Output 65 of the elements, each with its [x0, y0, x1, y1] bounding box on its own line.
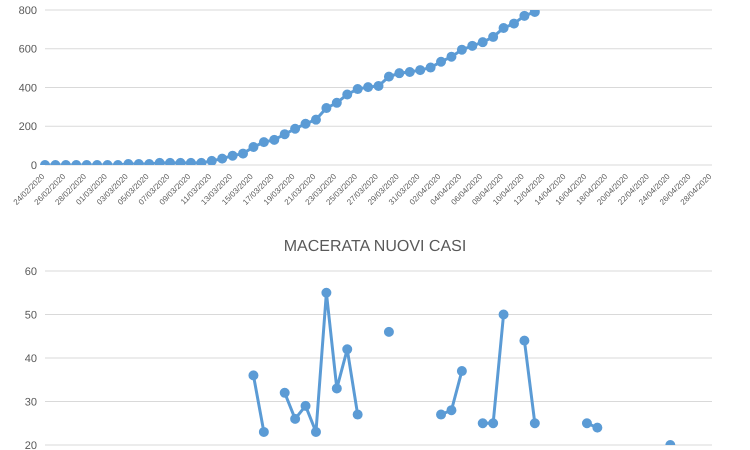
point — [352, 84, 363, 94]
point — [384, 326, 394, 337]
point — [321, 288, 332, 298]
point — [456, 44, 467, 55]
point — [592, 422, 602, 433]
point — [258, 137, 269, 148]
y-tick-label: 800 — [18, 4, 37, 17]
point — [478, 37, 488, 48]
point — [310, 114, 321, 125]
point — [280, 129, 290, 140]
point — [352, 410, 363, 420]
point — [300, 400, 311, 411]
point — [248, 370, 258, 380]
point — [321, 103, 332, 114]
point — [269, 134, 280, 145]
y-tick-label: 600 — [18, 44, 37, 56]
point — [363, 82, 374, 92]
y-tick-label: 30 — [24, 396, 37, 408]
point — [456, 366, 467, 376]
point — [290, 124, 300, 134]
y-tick-label: 400 — [18, 82, 37, 94]
point — [467, 40, 478, 51]
point — [186, 158, 196, 165]
y-tick-label: 40 — [24, 352, 37, 365]
point — [280, 388, 290, 398]
point — [290, 414, 300, 424]
point — [436, 410, 446, 420]
point — [165, 158, 176, 165]
point — [374, 80, 384, 91]
point — [530, 418, 540, 428]
y-tick-label: 60 — [24, 266, 37, 278]
point — [175, 158, 186, 165]
point — [426, 62, 436, 73]
point — [582, 418, 592, 428]
y-tick-label: 0 — [30, 160, 37, 172]
point — [446, 52, 456, 62]
point — [404, 67, 415, 77]
chart-title: MACERATA NUOVI CASI — [282, 237, 468, 257]
point — [498, 310, 509, 320]
y-tick-label: 50 — [24, 309, 37, 322]
point — [519, 336, 530, 346]
point — [446, 405, 456, 416]
point — [154, 158, 165, 165]
point — [332, 98, 342, 108]
point — [300, 118, 311, 129]
point — [478, 418, 488, 428]
point — [342, 89, 352, 100]
point — [498, 23, 509, 34]
point — [488, 418, 498, 428]
point — [488, 32, 498, 42]
point — [415, 65, 426, 76]
point — [436, 56, 446, 67]
point — [394, 68, 404, 78]
point — [258, 426, 269, 437]
y-tick-label: 200 — [18, 121, 37, 134]
point — [508, 18, 519, 29]
point — [206, 156, 217, 165]
point — [342, 344, 352, 354]
point — [248, 142, 258, 152]
point — [332, 383, 342, 394]
point — [310, 426, 321, 437]
point — [519, 10, 530, 21]
point — [384, 72, 394, 82]
y-tick-label: 20 — [24, 440, 37, 450]
point — [196, 158, 206, 165]
